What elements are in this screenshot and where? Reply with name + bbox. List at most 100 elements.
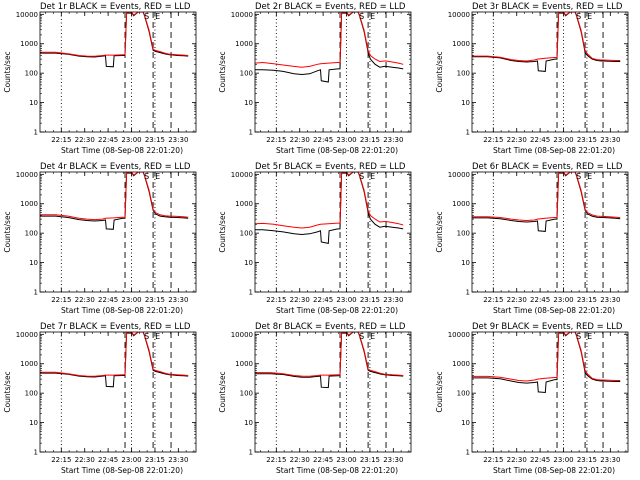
flag-label-s: S [144, 332, 149, 341]
x-axis-label: Start Time (08-Sep-08 22:01:20) [276, 306, 398, 315]
y-tick-label: 100 [240, 230, 253, 238]
y-tick-label: 1000 [452, 360, 470, 368]
y-tick-label: 1 [34, 129, 38, 137]
y-axis-label: Counts/sec [3, 211, 12, 252]
y-tick-label: 10 [29, 259, 38, 267]
events-series-line [472, 172, 621, 232]
x-tick-label: 22:15 [51, 136, 71, 144]
y-tick-label: 10 [244, 259, 253, 267]
x-tick-label: 23:00 [336, 136, 356, 144]
detector-panel: Det 3r BLACK = Events, RED = LLD Counts/s… [435, 2, 629, 155]
x-tick-label: 23:00 [553, 136, 573, 144]
panel-title: Det 3r BLACK = Events, RED = LLD [472, 2, 623, 12]
x-tick-label: 22:30 [507, 456, 527, 464]
y-tick-label: 100 [25, 390, 38, 398]
plot-frame [39, 11, 197, 133]
x-tick-label: 22:45 [98, 296, 118, 304]
y-tick-label: 1000 [235, 40, 253, 48]
detector-panel: Det 5r BLACK = Events, RED = LLD Counts/s… [218, 162, 412, 315]
x-tick-label: 22:45 [530, 456, 550, 464]
panel-title: Det 4r BLACK = Events, RED = LLD [40, 162, 191, 172]
plot-frame [254, 331, 412, 453]
x-axis-label: Start Time (08-Sep-08 22:01:20) [493, 306, 615, 315]
y-tick-label: 1000 [235, 360, 253, 368]
x-tick-label: 23:15 [577, 456, 597, 464]
panel-title: Det 1r BLACK = Events, RED = LLD [40, 2, 191, 12]
x-axis-label: Start Time (08-Sep-08 22:01:20) [493, 466, 615, 475]
y-axis-label: Counts/sec [218, 211, 227, 252]
x-tick-label: 23:00 [336, 456, 356, 464]
y-tick-label: 10000 [448, 331, 470, 339]
flag-label-e: E [370, 332, 375, 341]
detector-panel: Det 2r BLACK = Events, RED = LLD Counts/s… [218, 2, 412, 155]
plot-frame [39, 331, 197, 453]
flag-label-e: E [587, 172, 592, 181]
y-axis-label: Counts/sec [218, 371, 227, 412]
y-tick-label: 100 [25, 70, 38, 78]
x-tick-label: 22:45 [98, 136, 118, 144]
flag-label-s: S [359, 332, 364, 341]
y-axis-label: Counts/sec [435, 371, 444, 412]
plot-frame [471, 11, 629, 133]
y-tick-label: 1 [249, 129, 253, 137]
lld-series-line [255, 172, 404, 229]
flag-label-s: S [144, 12, 149, 21]
x-tick-label: 22:30 [507, 136, 527, 144]
events-series-line [40, 12, 189, 68]
panel-title: Det 5r BLACK = Events, RED = LLD [255, 162, 406, 172]
detector-panel: Det 9r BLACK = Events, RED = LLD Counts/s… [435, 322, 629, 475]
y-tick-label: 10 [29, 99, 38, 107]
lld-series-line [255, 332, 404, 377]
y-tick-label: 100 [240, 70, 253, 78]
y-tick-label: 10000 [231, 171, 253, 179]
flag-label-e: E [370, 12, 375, 21]
y-tick-label: 10 [461, 419, 470, 427]
y-tick-label: 1 [466, 289, 470, 297]
y-tick-label: 10 [244, 419, 253, 427]
panel-title: Det 6r BLACK = Events, RED = LLD [472, 162, 623, 172]
y-tick-label: 1000 [235, 200, 253, 208]
y-tick-label: 1000 [452, 200, 470, 208]
detector-panel: Det 4r BLACK = Events, RED = LLD Counts/s… [3, 162, 197, 315]
x-tick-label: 23:30 [168, 456, 188, 464]
x-tick-label: 23:15 [145, 136, 165, 144]
x-tick-label: 22:45 [313, 136, 333, 144]
y-tick-label: 10000 [16, 11, 38, 19]
flag-label-e: E [155, 172, 160, 181]
events-series-line [255, 332, 404, 389]
events-series-line [40, 332, 189, 388]
x-tick-label: 23:30 [383, 456, 403, 464]
plot-frame [254, 11, 412, 133]
flag-label-s: S [576, 332, 581, 341]
y-tick-label: 1 [34, 449, 38, 457]
x-tick-label: 22:45 [98, 456, 118, 464]
x-tick-label: 23:00 [553, 296, 573, 304]
x-axis-label: Start Time (08-Sep-08 22:01:20) [276, 146, 398, 155]
events-series-line [472, 332, 621, 394]
panel-title: Det 7r BLACK = Events, RED = LLD [40, 322, 191, 332]
x-axis-label: Start Time (08-Sep-08 22:01:20) [276, 466, 398, 475]
detector-panel: Det 1r BLACK = Events, RED = LLD Counts/s… [3, 2, 197, 155]
flag-label-e: E [587, 332, 592, 341]
x-tick-label: 23:15 [360, 136, 380, 144]
x-tick-label: 23:30 [168, 296, 188, 304]
x-tick-label: 22:30 [75, 296, 95, 304]
y-tick-label: 1 [34, 289, 38, 297]
flag-label-s: S [576, 172, 581, 181]
x-tick-label: 22:30 [75, 136, 95, 144]
x-axis-label: Start Time (08-Sep-08 22:01:20) [61, 466, 183, 475]
x-axis-label: Start Time (08-Sep-08 22:01:20) [61, 306, 183, 315]
y-tick-label: 10000 [16, 171, 38, 179]
x-tick-label: 23:15 [145, 456, 165, 464]
y-tick-label: 10000 [448, 171, 470, 179]
x-tick-label: 23:30 [383, 136, 403, 144]
x-tick-label: 23:30 [600, 136, 620, 144]
y-tick-label: 10000 [231, 11, 253, 19]
flag-label-e: E [155, 332, 160, 341]
y-tick-label: 100 [240, 390, 253, 398]
x-tick-label: 23:30 [168, 136, 188, 144]
events-series-line [255, 12, 404, 83]
x-tick-label: 23:30 [600, 456, 620, 464]
detector-panel: Det 8r BLACK = Events, RED = LLD Counts/s… [218, 322, 412, 475]
y-axis-label: Counts/sec [435, 211, 444, 252]
